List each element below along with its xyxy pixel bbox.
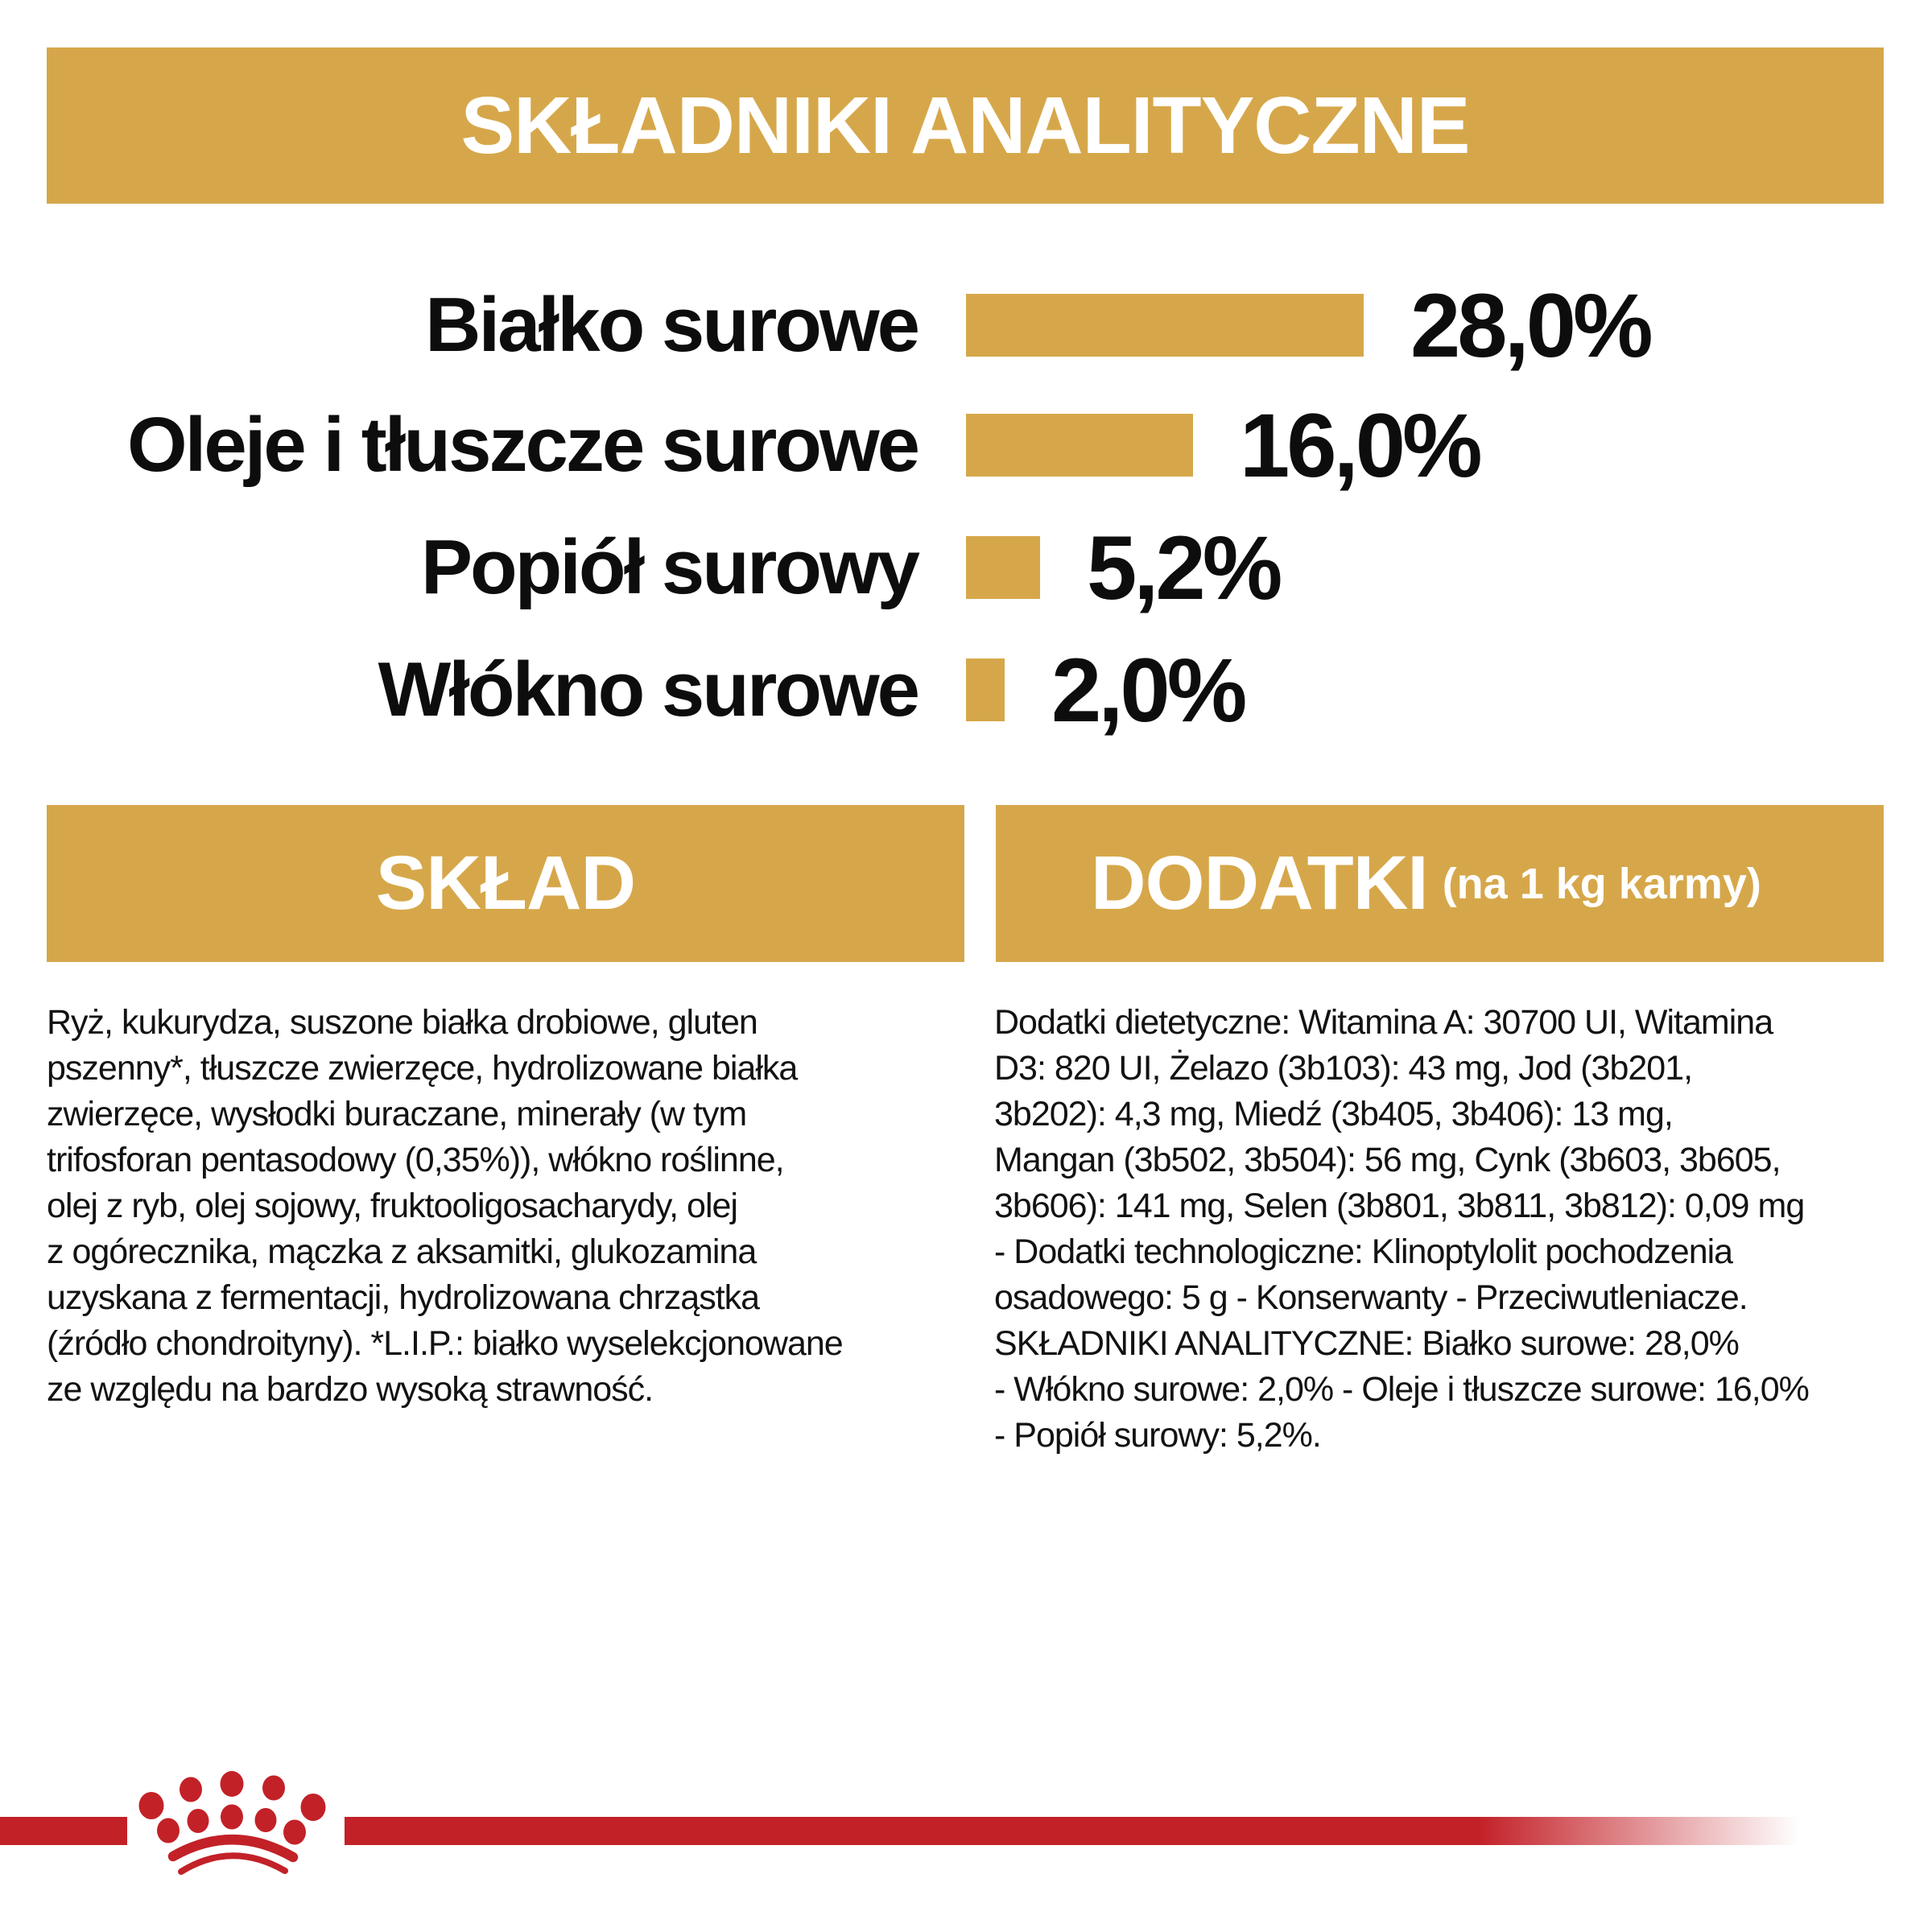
footer-stripe-left — [0, 1817, 127, 1845]
footer-stripe-right — [345, 1817, 1799, 1845]
chart-row-oleje: Oleje i tłuszcze surowe 16,0% — [0, 394, 1932, 496]
chart-row-wlokno: Włókno surowe 2,0% — [0, 639, 1932, 741]
chart-bar — [966, 414, 1193, 477]
chart-value: 2,0% — [1051, 639, 1247, 741]
chart-label: Oleje i tłuszcze surowe — [126, 402, 920, 488]
chart-value: 16,0% — [1240, 394, 1483, 496]
dodatki-body-text: Dodatki dietetyczne: Witamina A: 30700 U… — [994, 1003, 1810, 1455]
royal-canin-crown-paw-logo — [138, 1771, 326, 1875]
dodatki-title: DODATKI — [1091, 840, 1429, 926]
chart-value: 28,0% — [1410, 275, 1653, 376]
chart-label: Popiół surowy — [420, 524, 920, 610]
chart-bar — [966, 294, 1364, 357]
sklad-body-text: Ryż, kukurydza, suszone białka drobiowe,… — [47, 1003, 844, 1409]
chart-label: Białko surowe — [425, 282, 920, 368]
analytical-constituents-banner: SKŁADNIKI ANALITYCZNE — [47, 47, 1884, 204]
chart-label: Włókno surowe — [378, 646, 920, 733]
sklad-banner: SKŁAD — [47, 805, 964, 962]
analytical-constituents-title: SKŁADNIKI ANALITYCZNE — [460, 80, 1470, 171]
dodatki-banner: DODATKI (na 1 kg karmy) — [996, 805, 1884, 962]
chart-bar — [966, 658, 1005, 721]
chart-row-popiol: Popiół surowy 5,2% — [0, 517, 1932, 618]
dodatki-subtitle: (na 1 kg karmy) — [1442, 859, 1761, 908]
chart-row-bialko: Białko surowe 28,0% — [0, 275, 1932, 376]
chart-bar — [966, 536, 1040, 599]
sklad-title: SKŁAD — [375, 840, 636, 926]
chart-value: 5,2% — [1087, 517, 1282, 618]
